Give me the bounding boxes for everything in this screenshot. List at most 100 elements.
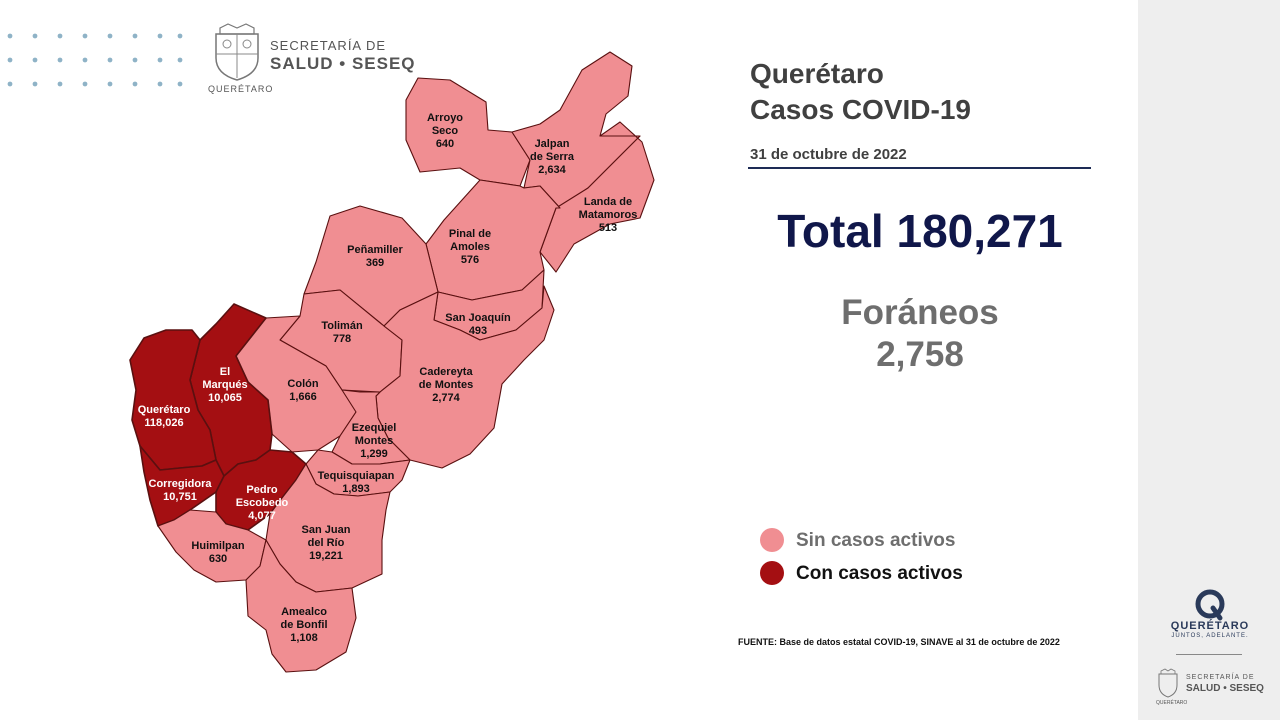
municipality-cases: 10,751 xyxy=(163,491,197,503)
municipality-name-line: Landa de xyxy=(583,196,633,208)
municipality-name-line: Escobedo xyxy=(235,497,289,509)
municipality-name-line: San Juan xyxy=(301,524,351,536)
municipality-label-corregidora: Corregidora 10,751 xyxy=(149,478,212,504)
municipality-label-toliman: Tolimán 778 xyxy=(321,320,362,346)
logo-line-3: QUERÉTARO xyxy=(208,84,274,94)
legend-label-active: Con casos activos xyxy=(796,563,963,584)
municipality-name-line: de Montes xyxy=(418,379,474,391)
municipality-name-line: Seco xyxy=(431,125,459,137)
municipality-cases: 493 xyxy=(468,325,488,337)
municipality-cases: 576 xyxy=(460,254,480,266)
municipality-cases: 4,077 xyxy=(248,510,276,522)
data-source-note: FUENTE: Base de datos estatal COVID-19, … xyxy=(738,637,1060,647)
municipality-cases: 640 xyxy=(435,138,455,150)
municipality-label-queretaro: Querétaro 118,026 xyxy=(138,404,191,430)
decorative-dot-pattern xyxy=(7,33,183,87)
municipality-name-line: Corregidora xyxy=(148,478,212,490)
region-amealco xyxy=(245,539,357,673)
municipality-name-line: Montes xyxy=(354,435,394,447)
title-line-1: Querétaro xyxy=(750,58,884,89)
municipality-name-line: Amoles xyxy=(450,241,490,253)
map-svg xyxy=(129,51,655,673)
municipality-name-line: Matamoros xyxy=(578,209,638,221)
municipality-name-line: del Río xyxy=(307,537,345,549)
municipality-name-line: Amealco xyxy=(281,606,327,618)
municipality-name-line: de Bonfil xyxy=(280,619,328,631)
report-date: 31 de octubre de 2022 xyxy=(750,146,907,163)
municipality-cases: 630 xyxy=(208,553,228,565)
municipality-label-colon: Colón 1,666 xyxy=(287,378,318,404)
municipality-label-ezequiel: Ezequiel Montes 1,299 xyxy=(352,422,397,461)
municipality-label-landa: Landa de Matamoros 513 xyxy=(579,196,638,235)
total-cases: Total 180,271 xyxy=(777,205,1063,257)
municipality-label-jalpan: Jalpan de Serra 2,634 xyxy=(530,138,574,177)
region-arroyo xyxy=(405,77,531,187)
queretaro-brand-logo: QUERÉTARO JUNTOS, ADELANTE. xyxy=(1148,588,1272,644)
legend-swatch-active xyxy=(760,561,784,585)
municipality-name-line: Querétaro xyxy=(137,404,191,416)
municipality-label-penamiller: Peñamiller 369 xyxy=(347,244,403,270)
municipality-name-line: Arroyo xyxy=(426,112,464,124)
region-queretaro xyxy=(129,329,217,471)
municipality-label-sanjuan: San Juan del Río 19,221 xyxy=(302,524,351,563)
title-line-2: Casos COVID-19 xyxy=(750,94,971,125)
municipality-cases: 2,634 xyxy=(538,164,566,176)
municipality-cases: 513 xyxy=(598,222,618,234)
state-seal-icon xyxy=(215,23,259,81)
logo-line-1: SECRETARÍA DE xyxy=(270,38,387,53)
municipality-label-cadereyta: Cadereyta de Montes 2,774 xyxy=(419,366,473,405)
municipality-cases: 1,893 xyxy=(342,483,370,495)
municipality-name-line: Pinal de xyxy=(448,228,492,240)
municipality-name-line: de Serra xyxy=(529,151,575,163)
municipality-name-line: Cadereyta xyxy=(419,366,473,378)
municipality-name-line: Ezequiel xyxy=(351,422,397,434)
page-title: Querétaro Casos COVID-19 xyxy=(750,56,971,128)
municipality-name-line: Tequisquiapan xyxy=(317,470,395,482)
region-landa xyxy=(539,121,655,273)
right-sidebar xyxy=(1138,0,1280,720)
municipality-name-line: Marqués xyxy=(202,379,248,391)
small-logo-line-2: SALUD • SESEQ xyxy=(1186,683,1264,694)
municipality-label-arroyo: Arroyo Seco 640 xyxy=(427,112,463,151)
seseq-logo: SECRETARÍA DE SALUD • SESEQ QUERÉTARO xyxy=(208,22,428,94)
municipality-cases: 10,065 xyxy=(208,392,242,404)
municipality-name-line: Huimilpan xyxy=(191,540,245,552)
municipality-name-line: San Joaquín xyxy=(445,312,511,324)
municipality-label-pedroescobedo: Pedro Escobedo 4,077 xyxy=(236,484,289,523)
municipality-name-line: Tolimán xyxy=(321,320,363,332)
municipality-cases: 1,299 xyxy=(360,448,388,460)
municipality-name-line: El xyxy=(219,366,231,378)
foraneos-label: Foráneos xyxy=(841,293,999,332)
municipality-label-pinal: Pinal de Amoles 576 xyxy=(449,228,491,267)
region-cadereyta xyxy=(375,285,555,469)
queretaro-map: Arroyo Seco 640 Jalpan de Serra 2,634 Landa de… xyxy=(120,40,680,680)
legend-swatch-no-active xyxy=(760,528,784,552)
foraneos-block: Foráneos 2,758 xyxy=(700,292,1140,376)
q-ring-icon xyxy=(1195,589,1225,621)
small-logo-line-3: QUERÉTARO xyxy=(1156,700,1188,706)
municipality-name-line: Colón xyxy=(287,378,319,390)
brand-name: QUERÉTARO xyxy=(1170,620,1250,632)
state-seal-icon xyxy=(1158,668,1178,698)
municipality-cases: 2,774 xyxy=(432,392,460,404)
seseq-logo-small: SECRETARÍA DE SALUD • SESEQ QUERÉTARO xyxy=(1156,666,1276,710)
municipality-name-line: Pedro xyxy=(246,484,278,496)
municipality-cases: 778 xyxy=(332,333,352,345)
municipality-name-line: Peñamiller xyxy=(347,244,403,256)
municipality-label-amealco: Amealco de Bonfil 1,108 xyxy=(280,606,327,645)
municipality-cases: 118,026 xyxy=(144,417,184,429)
legend-label-no-active: Sin casos activos xyxy=(796,530,956,551)
municipality-cases: 369 xyxy=(365,257,385,269)
logo-line-2: SALUD • SESEQ xyxy=(270,54,416,73)
sidebar-divider xyxy=(1176,654,1242,655)
small-logo-line-1: SECRETARÍA DE xyxy=(1186,674,1255,681)
municipality-cases: 1,108 xyxy=(290,632,318,644)
municipality-name-line: Jalpan xyxy=(534,138,570,150)
brand-slogan: JUNTOS, ADELANTE. xyxy=(1171,633,1249,639)
title-divider xyxy=(748,167,1091,169)
municipality-label-tequisquiapan: Tequisquiapan 1,893 xyxy=(318,470,395,496)
municipality-label-huimilpan: Huimilpan 630 xyxy=(191,540,244,566)
municipality-label-sanjoaquin: San Joaquín 493 xyxy=(445,312,510,338)
municipality-cases: 1,666 xyxy=(289,391,317,403)
municipality-cases: 19,221 xyxy=(309,550,343,562)
